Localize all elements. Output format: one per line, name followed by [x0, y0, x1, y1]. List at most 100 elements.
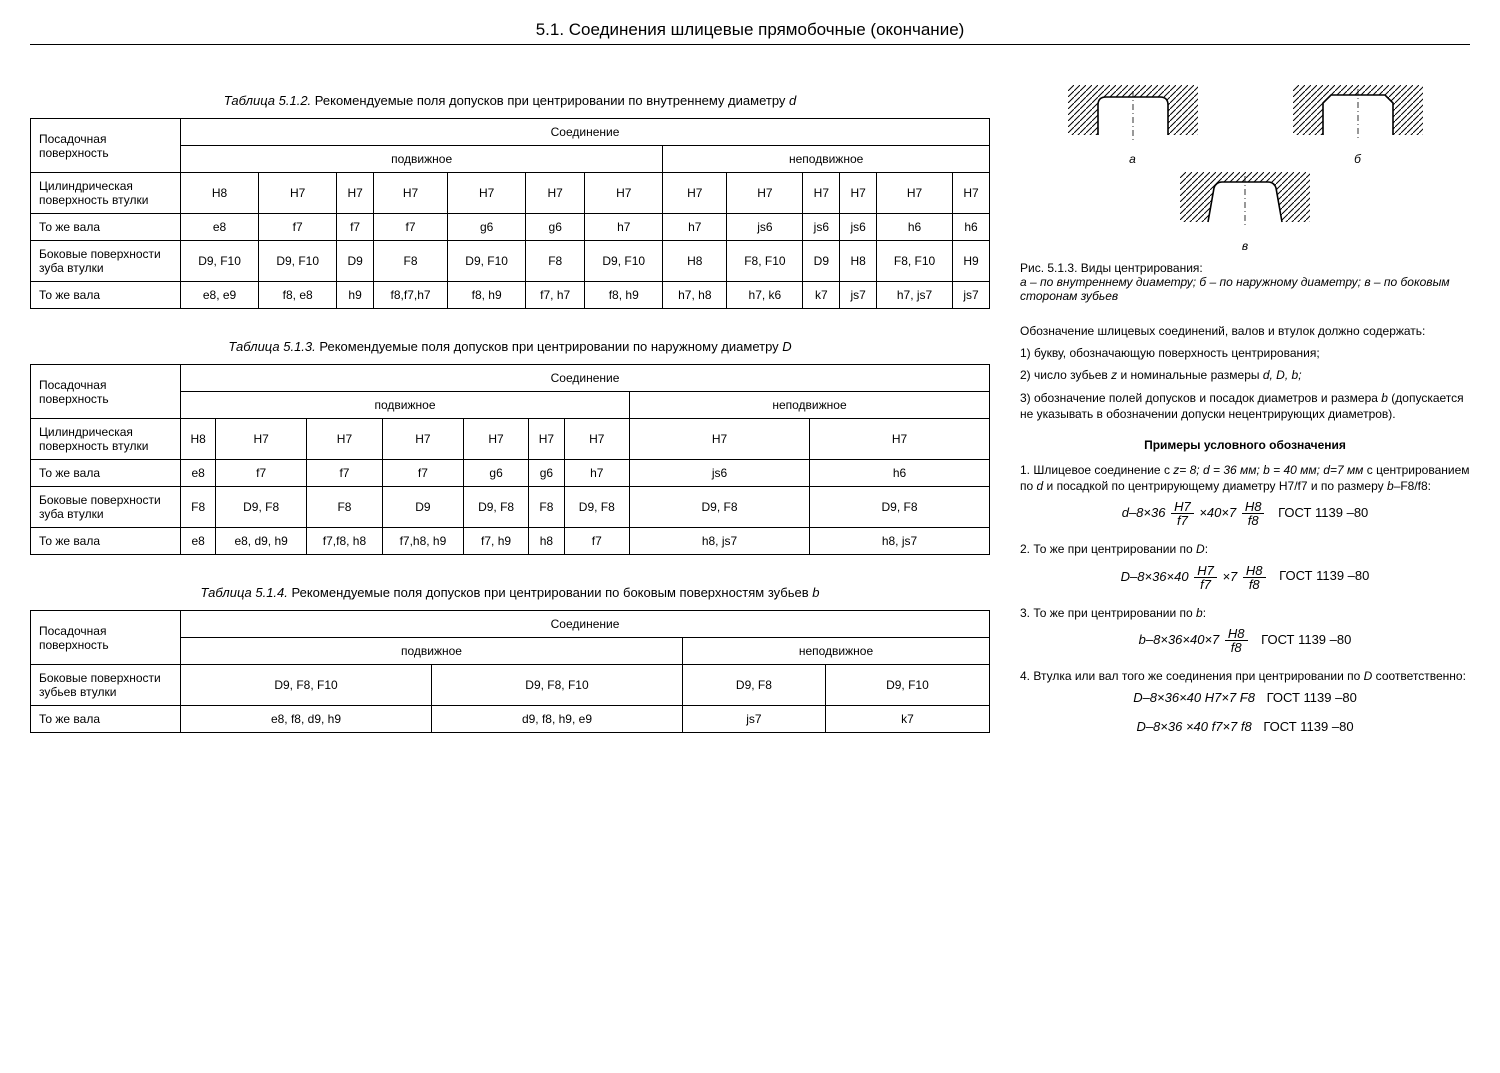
- left-column: Таблица 5.1.2. Рекомендуемые поля допуск…: [30, 85, 990, 763]
- cell: f7, h7: [526, 282, 585, 309]
- syms: d, D, b;: [1263, 368, 1302, 382]
- f-den: f8: [1242, 514, 1265, 527]
- cell: g6: [529, 460, 564, 487]
- cell: h6: [810, 460, 990, 487]
- table-row: Боковые поверхности зубьев втулки D9, F8…: [31, 665, 990, 706]
- figure-v: в: [1180, 172, 1310, 253]
- cell: D9, F8: [810, 487, 990, 528]
- cell: e8: [181, 460, 216, 487]
- cell: F8: [529, 487, 564, 528]
- th-movable: подвижное: [181, 638, 683, 665]
- cell: F8: [181, 487, 216, 528]
- cell: e8, f8, d9, h9: [181, 706, 432, 733]
- cell: e8: [181, 528, 216, 555]
- cell: f7, h9: [463, 528, 528, 555]
- gost: ГОСТ 1139 –80: [1261, 632, 1351, 647]
- figure-row-bottom: в: [1020, 172, 1470, 253]
- example-2: 2. То же при центрировании по D:: [1020, 541, 1470, 557]
- example-4: 4. Втулка или вал того же соединения при…: [1020, 668, 1470, 684]
- cell: H7: [259, 173, 337, 214]
- spline-diagram-icon: [1180, 172, 1310, 232]
- cell: h9: [337, 282, 374, 309]
- figure-row-top: а б: [1020, 85, 1470, 166]
- cell: D9, F10: [259, 241, 337, 282]
- cell: H7: [840, 173, 877, 214]
- table-513: Посадочная поверхность Соединение подвиж…: [30, 364, 990, 555]
- f-num: H8: [1225, 627, 1248, 641]
- f-body: D–8×36 ×40 f7×7 f8: [1136, 719, 1251, 734]
- intro-text: Обозначение шлицевых соединений, валов и…: [1020, 323, 1470, 339]
- cell: h6: [877, 214, 953, 241]
- cell: f7: [216, 460, 307, 487]
- f-pre: b–8×36×40×7: [1139, 632, 1220, 647]
- row-label: Боковые поверхности зубьев втулки: [31, 665, 181, 706]
- cell: k7: [803, 282, 840, 309]
- cell: H9: [953, 241, 990, 282]
- cell: H7: [216, 419, 307, 460]
- spline-diagram-icon: [1293, 85, 1423, 145]
- cell: D9: [337, 241, 374, 282]
- cell: k7: [825, 706, 989, 733]
- th-movable: подвижное: [181, 146, 663, 173]
- th-movable: подвижное: [181, 392, 630, 419]
- cell: e8, e9: [181, 282, 259, 309]
- cell: D9, F8: [463, 487, 528, 528]
- cell: H7: [374, 173, 448, 214]
- th-joint: Соединение: [181, 119, 990, 146]
- row-label: То же вала: [31, 214, 181, 241]
- cell: H7: [630, 419, 810, 460]
- cell: f7: [259, 214, 337, 241]
- cell: h7, js7: [877, 282, 953, 309]
- cell: h8, js7: [810, 528, 990, 555]
- cell: H7: [448, 173, 526, 214]
- page-title: 5.1. Соединения шлицевые прямобочные (ок…: [30, 20, 1470, 40]
- formula-4b: D–8×36 ×40 f7×7 f8 ГОСТ 1139 –80: [1020, 719, 1470, 734]
- cell: D9: [382, 487, 463, 528]
- cell: H8: [181, 173, 259, 214]
- f-den: f8: [1243, 578, 1266, 591]
- item-1: 1) букву, обозначающую поверхность центр…: [1020, 345, 1470, 361]
- cell: js6: [630, 460, 810, 487]
- page-divider: [30, 44, 1470, 45]
- cell: f7,h8, h9: [382, 528, 463, 555]
- cell: f7: [374, 214, 448, 241]
- cell: H7: [727, 173, 803, 214]
- row-label: Цилиндрическая поверхность втулки: [31, 419, 181, 460]
- table-row: Боковые поверхности зуба втулки F8 D9, F…: [31, 487, 990, 528]
- txt: 2. То же при центрировании по: [1020, 542, 1196, 556]
- cell: H7: [306, 419, 382, 460]
- figure-caption-body: а – по внутреннему диаметру; б – по нару…: [1020, 275, 1450, 303]
- spline-diagram-icon: [1068, 85, 1198, 145]
- item-2: 2) число зубьев z и номинальные размеры …: [1020, 367, 1470, 383]
- cell: H7: [810, 419, 990, 460]
- th-fixed: неподвижное: [682, 638, 989, 665]
- table-row: Цилиндрическая поверхность втулки H8 H7 …: [31, 173, 990, 214]
- formula-4a: D–8×36×40 H7×7 F8 ГОСТ 1139 –80: [1020, 690, 1470, 705]
- cell: H8: [840, 241, 877, 282]
- cell: H8: [663, 241, 727, 282]
- txt: 1. Шлицевое соединение с: [1020, 463, 1173, 477]
- sym: b: [1387, 479, 1394, 493]
- item-3: 3) обозначение полей допусков и посадок …: [1020, 390, 1470, 422]
- gost: ГОСТ 1139 –80: [1263, 719, 1353, 734]
- caption-prefix: Таблица 5.1.3.: [228, 339, 315, 354]
- cell: h7: [663, 214, 727, 241]
- f-num: H7: [1194, 564, 1217, 578]
- cell: H7: [529, 419, 564, 460]
- cell: h8, js7: [630, 528, 810, 555]
- cell: g6: [463, 460, 528, 487]
- cell: h7, h8: [663, 282, 727, 309]
- th-surface: Посадочная поверхность: [31, 611, 181, 665]
- sym: b: [1381, 391, 1388, 405]
- cell: f7: [564, 528, 629, 555]
- cell: D9, F8: [216, 487, 307, 528]
- cell: D9, F8: [630, 487, 810, 528]
- cell: F8, F10: [877, 241, 953, 282]
- cell: h8: [529, 528, 564, 555]
- layout: Таблица 5.1.2. Рекомендуемые поля допуск…: [30, 85, 1470, 763]
- txt: 4. Втулка или вал того же соединения при…: [1020, 669, 1364, 683]
- cell: g6: [448, 214, 526, 241]
- cell: f8, h9: [585, 282, 663, 309]
- cell: D9, F10: [585, 241, 663, 282]
- sym: b: [1196, 606, 1203, 620]
